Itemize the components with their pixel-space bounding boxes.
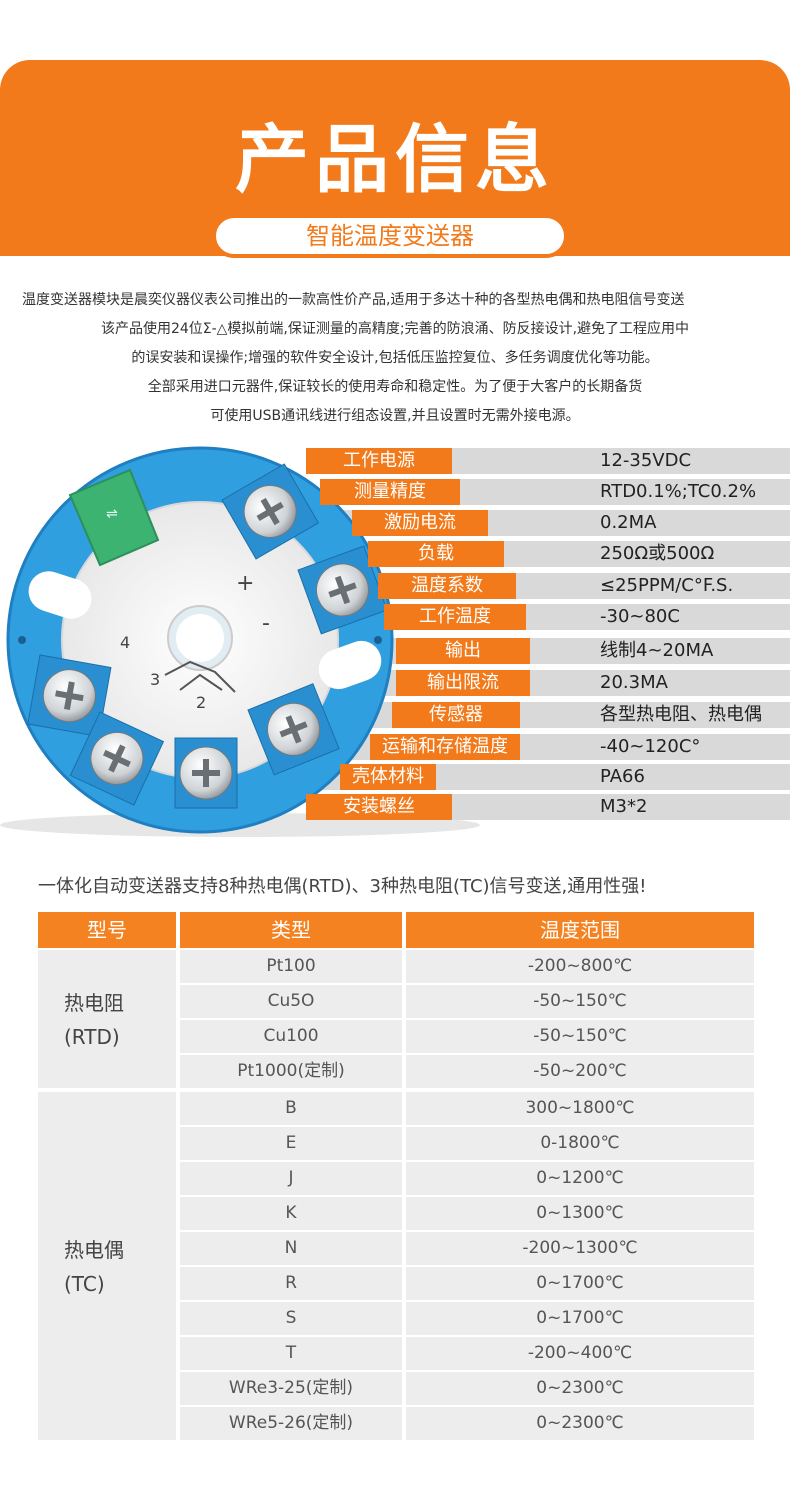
spec-label: 壳体材料 bbox=[340, 764, 436, 790]
terminal-number-4: 4 bbox=[120, 633, 130, 652]
table-header-range: 温度范围 bbox=[406, 912, 754, 948]
table-cell-range: 0~1300℃ bbox=[406, 1197, 754, 1230]
spec-value: M3*2 bbox=[600, 796, 648, 817]
terminal-number-3: 3 bbox=[150, 670, 160, 689]
product-subtitle: 智能温度变送器 bbox=[212, 214, 568, 258]
spec-value: 12-35VDC bbox=[600, 450, 692, 471]
page-title: 产品信息 bbox=[235, 117, 555, 203]
table-header-type: 类型 bbox=[180, 912, 402, 948]
spec-value: ≤25PPM/C°F.S. bbox=[600, 575, 734, 596]
table-cell-type: K bbox=[180, 1197, 402, 1230]
table-cell-type: Pt100 bbox=[180, 950, 402, 983]
spec-value: -40~120C° bbox=[600, 736, 701, 757]
table-cell-range: 0~2300℃ bbox=[406, 1372, 754, 1405]
spec-value: -30~80C bbox=[600, 606, 680, 627]
table-header-model: 型号 bbox=[38, 912, 176, 948]
spec-label: 安装螺丝 bbox=[306, 794, 452, 820]
table-cell-range: -200~800℃ bbox=[406, 950, 754, 983]
table-cell-type: J bbox=[180, 1162, 402, 1195]
group-name: 热电阻 bbox=[64, 991, 124, 1015]
intro-line: 温度变送器模块是晨奕仪器仪表公司推出的一款高性价产品,适用于多达十种的各型热电偶… bbox=[22, 292, 685, 308]
spec-label: 工作温度 bbox=[384, 604, 526, 630]
terminal-number-2: 2 bbox=[196, 693, 206, 712]
table-cell-range: -50~150℃ bbox=[406, 985, 754, 1018]
spec-value: 0.2MA bbox=[600, 512, 657, 533]
spec-label: 传感器 bbox=[392, 702, 520, 728]
spec-label: 输出 bbox=[396, 638, 530, 664]
table-group-cell: 热电阻 (RTD) bbox=[38, 950, 176, 1088]
table-cell-type: S bbox=[180, 1302, 402, 1335]
table-cell-range: 0~1700℃ bbox=[406, 1267, 754, 1300]
table-group-cell: 热电偶 (TC) bbox=[38, 1092, 176, 1440]
intro-line: 该产品使用24位Σ-△模拟前端,保证测量的高精度;完善的防浪涌、防反接设计,避免… bbox=[100, 321, 690, 337]
group-name: 热电偶 bbox=[64, 1238, 124, 1262]
table-cell-range: 0-1800℃ bbox=[406, 1127, 754, 1160]
intro-line: 全部采用进口元器件,保证较长的使用寿命和稳定性。为了便于大客户的长期备货 bbox=[147, 379, 643, 395]
spec-label: 负载 bbox=[368, 541, 504, 567]
svg-text:⇌: ⇌ bbox=[106, 506, 118, 522]
spec-value: RTD0.1%;TC0.2% bbox=[600, 481, 757, 502]
spec-label: 温度系数 bbox=[378, 573, 516, 599]
table-cell-range: -50~150℃ bbox=[406, 1020, 754, 1053]
spec-value: 线制4~20MA bbox=[600, 640, 714, 661]
table-cell-type: Cu5O bbox=[180, 985, 402, 1018]
intro-line: 可使用USB通讯线进行组态设置,并且设置时无需外接电源。 bbox=[210, 408, 580, 424]
spec-value: 20.3MA bbox=[600, 672, 668, 693]
table-cell-type: R bbox=[180, 1267, 402, 1300]
spec-label: 激励电流 bbox=[352, 510, 488, 536]
terminal-screws bbox=[27, 463, 388, 809]
product-section: ⇌ bbox=[0, 440, 790, 840]
table-cell-range: 300~1800℃ bbox=[406, 1092, 754, 1125]
minus-mark: - bbox=[262, 611, 270, 636]
spec-label: 运输和存储温度 bbox=[370, 734, 520, 760]
intro-paragraph: 温度变送器模块是晨奕仪器仪表公司推出的一款高性价产品,适用于多达十种的各型热电偶… bbox=[0, 286, 790, 431]
table-cell-range: 0~2300℃ bbox=[406, 1407, 754, 1440]
group-name: (TC) bbox=[64, 1272, 105, 1296]
support-description: 一体化自动变送器支持8种热电偶(RTD)、3种热电阻(TC)信号变送,通用性强! bbox=[38, 876, 647, 897]
table-cell-type: Cu100 bbox=[180, 1020, 402, 1053]
plus-mark: + bbox=[236, 571, 254, 596]
table-cell-type: WRe3-25(定制) bbox=[180, 1372, 402, 1405]
spec-value: 各型热电阻、热电偶 bbox=[600, 704, 762, 725]
table-cell-range: -50~200℃ bbox=[406, 1055, 754, 1088]
table-cell-type: WRe5-26(定制) bbox=[180, 1407, 402, 1440]
intro-line: 的误安装和误操作;增强的软件安全设计,包括低压监控复位、多任务调度优化等功能。 bbox=[131, 350, 659, 366]
spec-label: 输出限流 bbox=[396, 670, 530, 696]
table-cell-type: T bbox=[180, 1337, 402, 1370]
spec-label: 测量精度 bbox=[320, 479, 460, 505]
transmitter-module-image: ⇌ bbox=[0, 446, 480, 837]
table-cell-type: B bbox=[180, 1092, 402, 1125]
table-cell-type: E bbox=[180, 1127, 402, 1160]
group-name: (RTD) bbox=[64, 1025, 120, 1049]
spec-value: PA66 bbox=[600, 766, 645, 787]
spec-label: 工作电源 bbox=[306, 448, 452, 474]
table-cell-range: 0~1700℃ bbox=[406, 1302, 754, 1335]
table-cell-type: N bbox=[180, 1232, 402, 1265]
spec-value: 250Ω或500Ω bbox=[600, 543, 715, 564]
table-cell-range: 0~1200℃ bbox=[406, 1162, 754, 1195]
table-cell-range: -200~1300℃ bbox=[406, 1232, 754, 1265]
table-cell-type: Pt1000(定制) bbox=[180, 1055, 402, 1088]
table-cell-range: -200~400℃ bbox=[406, 1337, 754, 1370]
